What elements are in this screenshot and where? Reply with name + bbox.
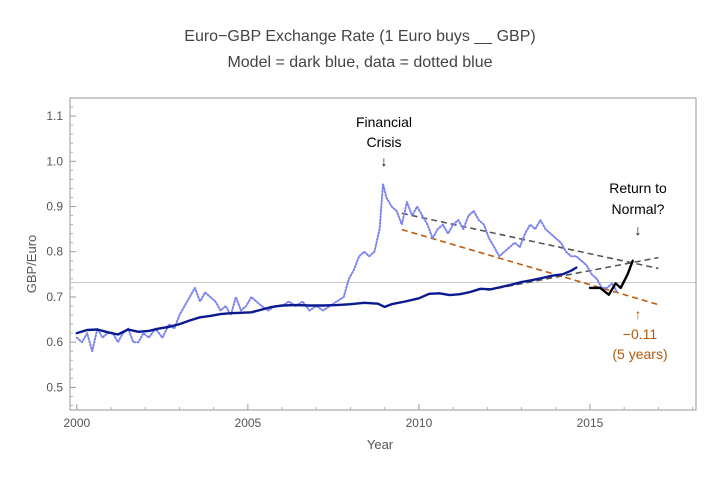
annotation-return-to-normal: Return to Normal? ↓ — [609, 180, 667, 238]
trend-line-2 — [487, 256, 659, 291]
axis-layer: 2000 2005 2010 2015 0.5 0.6 0.7 0.8 0.9 1.0 1.1 — [46, 106, 694, 430]
series-line-3 — [588, 259, 634, 296]
x-tick-label: 2015 — [577, 416, 604, 430]
x-tick-label: 2000 — [63, 416, 90, 430]
chart-title: Euro−GBP Exchange Rate (1 Euro buys __ G… — [184, 28, 535, 45]
y-tick-label: 1.1 — [46, 109, 63, 123]
trend-line-3 — [401, 228, 659, 306]
annotation-financial-crisis: Financial Crisis ↓ — [356, 114, 412, 169]
annotation-return-to-normal-line1: Return to — [609, 180, 667, 196]
annotation-change-5-years: ↑ −0.11 (5 years) — [612, 306, 667, 362]
y-tick-label: 0.8 — [46, 245, 63, 259]
chart-subtitle: Model = dark blue, data = dotted blue — [227, 54, 492, 71]
y-tick-label: 0.7 — [46, 290, 63, 304]
x-axis-label: Year — [367, 437, 394, 452]
y-axis-label: GBP/Euro — [24, 235, 39, 294]
y-tick-label: 0.5 — [46, 380, 63, 394]
down-arrow-icon: ↓ — [381, 153, 388, 169]
plot-frame — [69, 97, 697, 411]
annotation-return-to-normal-line2: Normal? — [612, 201, 665, 217]
series-line-2 — [75, 266, 578, 336]
y-tick-label: 0.6 — [46, 335, 63, 349]
x-tick-label: 2005 — [235, 416, 262, 430]
y-tick-label: 1.0 — [46, 154, 63, 168]
series-line-1 — [75, 182, 619, 353]
down-arrow-icon: ↓ — [635, 222, 642, 238]
up-arrow-icon: ↑ — [635, 306, 642, 322]
trend-line-layer — [401, 212, 659, 306]
annotation-financial-crisis-line2: Crisis — [367, 134, 402, 150]
series-layer — [75, 182, 634, 353]
annotation-change-value: −0.11 — [623, 326, 658, 342]
annotation-financial-crisis-line1: Financial — [356, 114, 412, 130]
x-tick-label: 2010 — [406, 416, 433, 430]
annotation-change-period: (5 years) — [612, 346, 667, 362]
trend-line-1 — [401, 212, 659, 270]
y-tick-label: 0.9 — [46, 200, 63, 214]
